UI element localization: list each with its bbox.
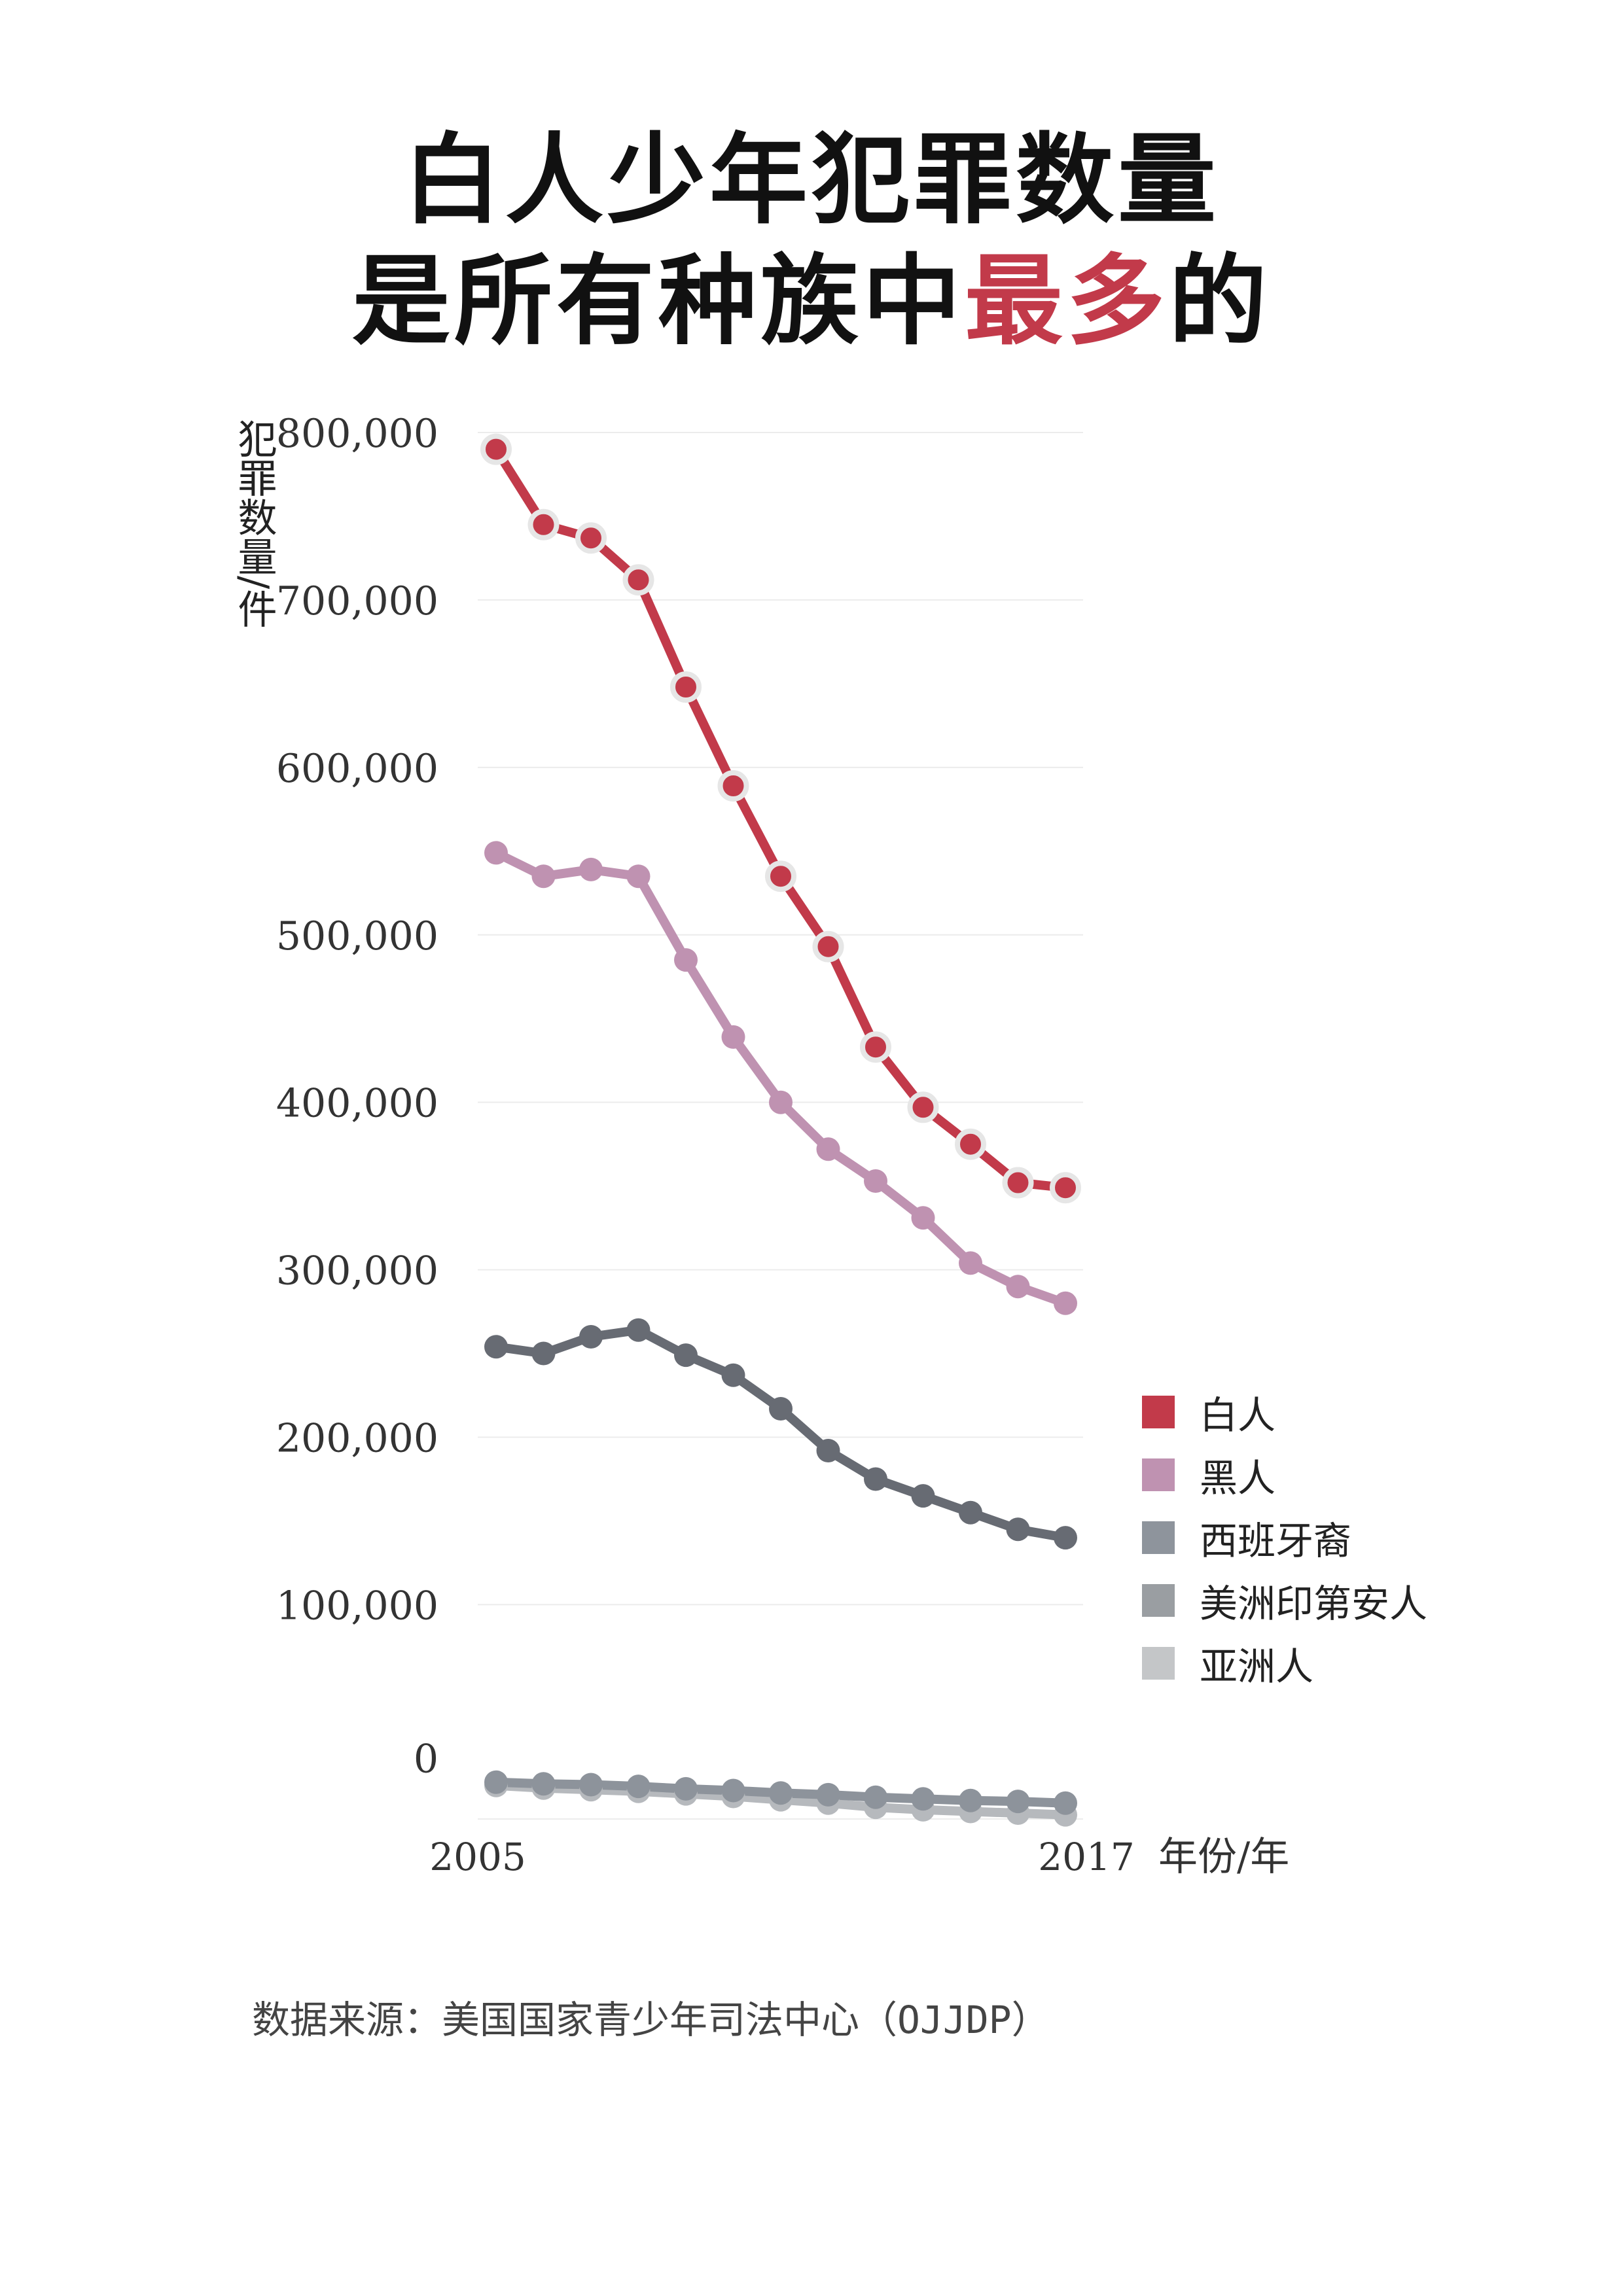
y-tick-label: 800,000: [276, 411, 438, 457]
data-point: [721, 1778, 745, 1803]
legend-item: 白人: [1142, 1381, 1427, 1443]
chart-title-line2: 是所有种族中最多的: [0, 242, 1623, 360]
x-axis-label: 年份/年: [1158, 1834, 1289, 1880]
data-point: [1054, 1291, 1077, 1315]
data-point: [674, 948, 698, 972]
data-point: [1006, 1275, 1030, 1299]
data-point: [531, 1341, 556, 1366]
data-point: [769, 1090, 793, 1114]
data-point: [626, 1318, 651, 1342]
data-point: [864, 1785, 887, 1809]
legend-item: 美洲印第安人: [1142, 1569, 1427, 1632]
data-point: [626, 864, 651, 889]
legend-item: 黑人: [1142, 1443, 1427, 1506]
data-point: [864, 1467, 887, 1491]
y-tick-label: 0: [414, 1736, 438, 1782]
data-point: [911, 1206, 935, 1230]
data-point: [812, 930, 844, 963]
x-tick-labels: 2005 2017: [429, 1835, 1135, 1879]
legend-swatch: [1142, 1584, 1175, 1617]
data-point: [816, 1782, 840, 1807]
legend-swatch: [1142, 1458, 1175, 1491]
y-tick-label: 700,000: [276, 578, 438, 624]
data-point: [769, 1397, 793, 1421]
data-point: [484, 1335, 508, 1359]
data-point: [484, 841, 508, 865]
x-tick-label: 2005: [429, 1835, 526, 1879]
data-point: [860, 1031, 891, 1063]
data-point: [911, 1787, 935, 1811]
data-point: [717, 770, 749, 802]
data-point: [1002, 1167, 1034, 1199]
y-tick-labels: 0 100,000 200,000 300,000 400,000 500,000 600,…: [276, 411, 438, 1782]
title-accent-text: 最多: [964, 243, 1169, 359]
data-point: [721, 1025, 745, 1049]
y-tick-label: 600,000: [276, 746, 438, 792]
data-point: [816, 1439, 840, 1462]
data-point: [959, 1251, 982, 1275]
data-point: [626, 1775, 651, 1799]
data-point: [765, 860, 796, 892]
y-axis-label: 犯罪数量/件: [231, 419, 277, 629]
legend: 白人黑人西班牙裔美洲印第安人 亚洲人: [1142, 1381, 1427, 1695]
data-point: [575, 522, 607, 554]
data-point: [670, 671, 702, 703]
data-point: [816, 1137, 840, 1161]
data-point: [907, 1091, 939, 1123]
data-point: [484, 1770, 508, 1794]
data-point: [1054, 1526, 1077, 1550]
legend-swatch: [1142, 1521, 1175, 1554]
data-point: [531, 864, 556, 889]
data-point: [864, 1169, 887, 1193]
data-point: [480, 433, 512, 465]
data-source-note: 数据来源：美国国家青少年司法中心（OJJDP）: [252, 1998, 1050, 2042]
data-point: [955, 1128, 986, 1160]
data-point: [769, 1781, 793, 1805]
legend-item: 西班牙裔: [1142, 1506, 1427, 1569]
chart-title-line1: 白人少年犯罪数量: [402, 122, 1220, 238]
data-point: [911, 1484, 935, 1508]
data-point: [959, 1500, 982, 1525]
data-point: [622, 564, 654, 596]
gridlines: [478, 432, 1083, 1820]
series-points: [480, 433, 1081, 1827]
title-line2-suffix: 的: [1169, 243, 1272, 359]
legend-swatch: [1142, 1647, 1175, 1680]
y-tick-label: 400,000: [276, 1081, 438, 1127]
legend-label: 白人: [1200, 1393, 1276, 1438]
legend-label: 西班牙裔: [1200, 1519, 1352, 1563]
legend-swatch: [1142, 1396, 1175, 1428]
legend-label: 美洲印第安人: [1200, 1581, 1428, 1626]
y-tick-label: 200,000: [276, 1416, 438, 1462]
data-point: [527, 508, 560, 540]
legend-label: 黑人: [1200, 1456, 1276, 1500]
data-point: [674, 1776, 698, 1801]
x-tick-label: 2017: [1038, 1835, 1135, 1879]
series-line: [491, 848, 1070, 1308]
data-point: [959, 1788, 982, 1812]
y-tick-label: 300,000: [276, 1248, 438, 1294]
legend-item: 亚洲人: [1142, 1632, 1427, 1695]
y-tick-label: 100,000: [276, 1583, 438, 1629]
series-line: [491, 444, 1070, 1193]
data-point: [579, 1325, 603, 1349]
title-line2-prefix: 是所有种族中: [351, 243, 965, 359]
data-point: [1050, 1172, 1081, 1204]
data-point: [1006, 1517, 1030, 1542]
y-tick-label: 500,000: [276, 913, 438, 959]
data-point: [579, 857, 603, 881]
legend-label: 亚洲人: [1200, 1644, 1314, 1689]
data-point: [674, 1343, 698, 1368]
data-point: [579, 1773, 603, 1797]
data-point: [1054, 1791, 1077, 1815]
data-point: [721, 1363, 745, 1387]
data-point: [531, 1772, 556, 1796]
data-point: [1006, 1790, 1030, 1814]
